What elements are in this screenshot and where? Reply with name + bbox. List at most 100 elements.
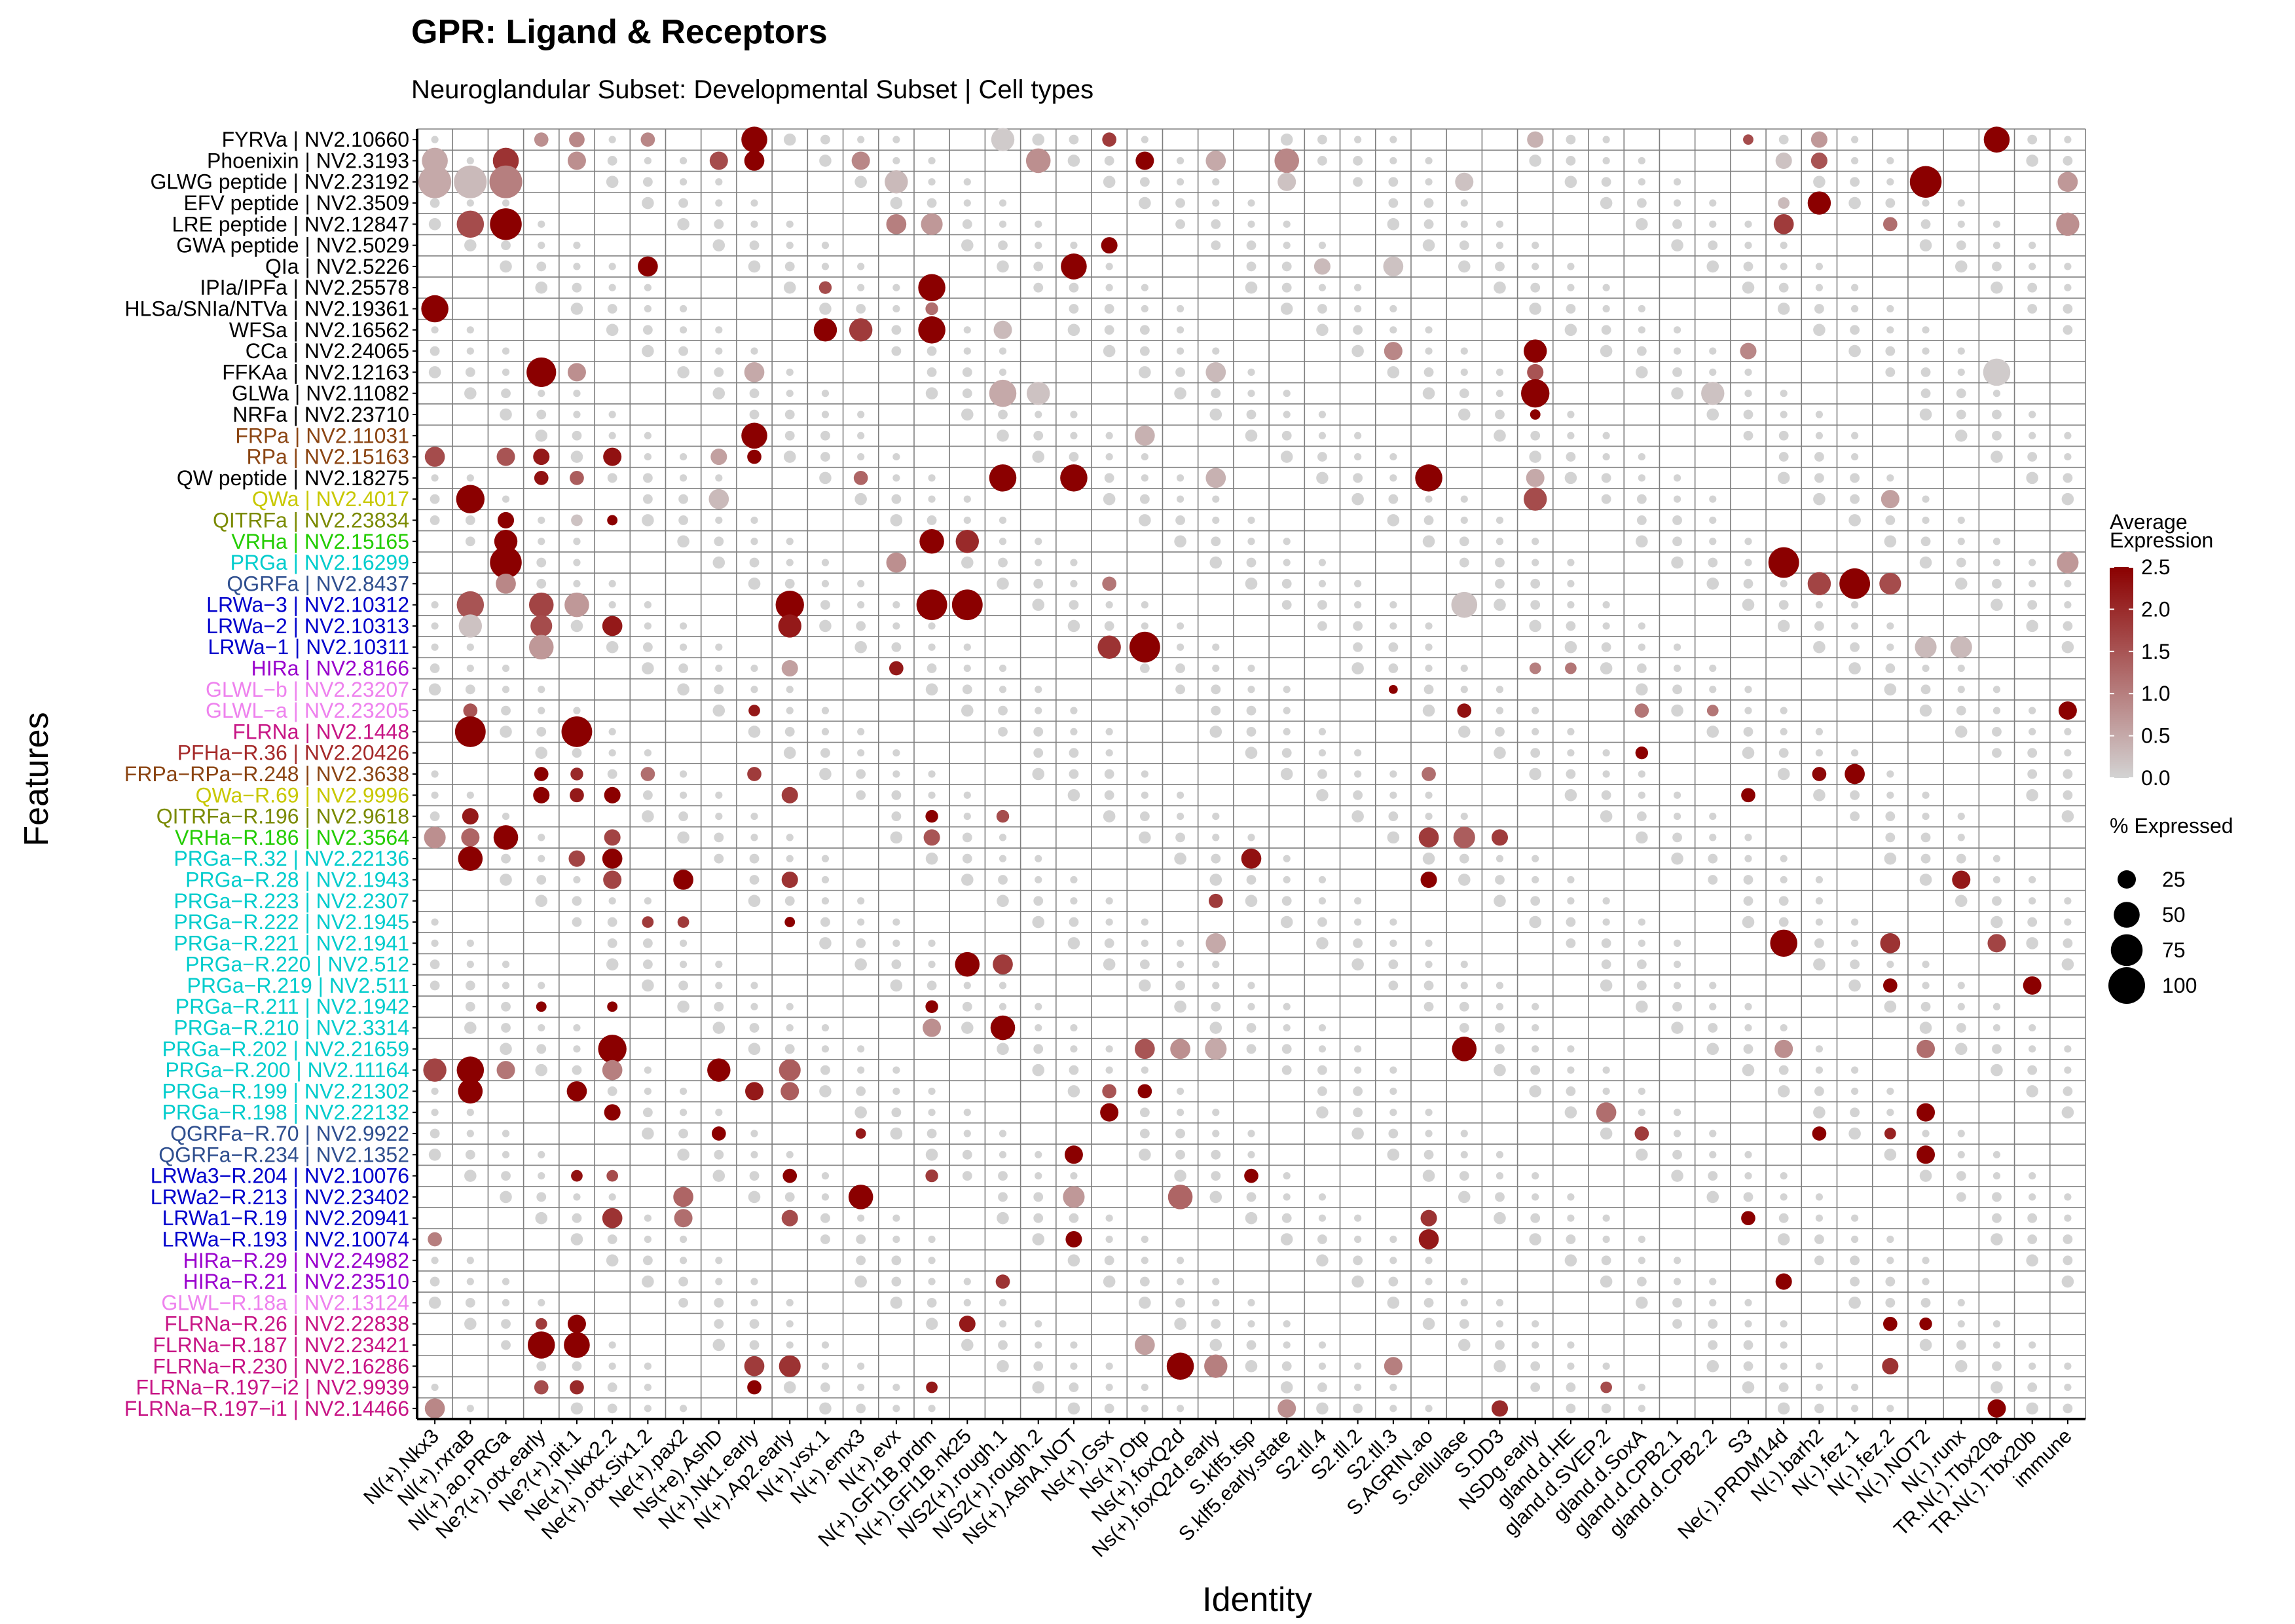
data-point	[1425, 643, 1433, 651]
data-point	[1922, 326, 1930, 334]
data-point	[538, 855, 545, 862]
y-tick-label: PRGa−R.223 | NV2.2307	[174, 889, 409, 913]
data-point	[1566, 1382, 1576, 1392]
data-point	[820, 134, 830, 145]
data-point	[1283, 220, 1291, 228]
data-point	[1141, 770, 1148, 778]
data-point	[567, 1314, 586, 1333]
data-point	[2029, 242, 2036, 249]
data-point	[1496, 982, 1504, 989]
data-point	[1529, 619, 1541, 633]
data-point	[1141, 601, 1148, 609]
data-point	[963, 326, 971, 334]
data-point	[750, 834, 758, 841]
data-point	[2026, 155, 2038, 167]
data-point	[1708, 875, 1718, 885]
data-point	[925, 302, 938, 316]
data-point	[1992, 748, 2002, 758]
data-point	[1139, 979, 1151, 992]
data-point	[1957, 1320, 1965, 1328]
data-point	[918, 316, 946, 344]
data-point	[1813, 1106, 1826, 1119]
data-point	[821, 876, 830, 884]
data-point	[1566, 452, 1576, 462]
data-point	[538, 516, 545, 525]
data-point	[570, 788, 584, 803]
data-point	[892, 770, 900, 778]
data-point	[1672, 1001, 1682, 1012]
data-point	[608, 284, 616, 291]
data-point	[1423, 198, 1434, 208]
data-point	[569, 132, 585, 148]
data-point	[2063, 938, 2073, 948]
data-point	[1991, 281, 2003, 294]
data-point	[466, 643, 474, 651]
data-point	[820, 430, 830, 441]
data-point	[573, 242, 581, 249]
data-point	[1886, 1109, 1894, 1116]
data-point	[892, 1087, 900, 1096]
data-point	[1460, 516, 1468, 525]
data-point	[1634, 1126, 1649, 1141]
data-point	[1389, 452, 1397, 461]
data-point	[1280, 303, 1293, 315]
data-point	[857, 728, 865, 736]
data-point	[928, 1087, 936, 1096]
data-point	[538, 1151, 545, 1158]
data-point	[892, 304, 900, 313]
data-point	[961, 1022, 974, 1034]
data-point	[1566, 1086, 1576, 1096]
data-point	[1280, 133, 1293, 146]
data-point	[1527, 131, 1544, 148]
data-point	[818, 281, 832, 294]
data-point	[1425, 939, 1433, 947]
data-point	[1955, 1043, 1968, 1056]
data-point	[1567, 284, 1575, 291]
data-point	[1035, 1320, 1042, 1328]
data-point	[892, 1214, 900, 1222]
y-tick-label: PRGa−R.28 | NV2.1943	[185, 868, 409, 891]
data-point	[464, 1318, 477, 1330]
data-point	[1992, 855, 2001, 862]
data-point	[1139, 1107, 1150, 1118]
data-point	[1673, 326, 1681, 334]
data-point	[1212, 664, 1220, 673]
data-point	[1247, 1130, 1255, 1137]
data-point	[465, 1001, 475, 1012]
data-point	[1601, 1403, 1611, 1414]
data-point	[1851, 1214, 1859, 1222]
data-point	[1708, 1023, 1718, 1033]
data-point	[538, 1172, 545, 1180]
data-point	[2026, 1085, 2038, 1098]
data-point	[536, 409, 547, 420]
data-point	[1069, 748, 1079, 758]
data-point	[1778, 748, 1789, 758]
data-point	[1351, 662, 1364, 674]
data-point	[1141, 1405, 1148, 1412]
data-point	[1353, 325, 1363, 335]
data-point	[2027, 600, 2038, 610]
size-legend-title: % Expressed	[2110, 814, 2233, 838]
y-tick-label: NRFa | NV2.23710	[232, 403, 409, 426]
data-point	[1743, 134, 1753, 145]
data-point	[1814, 1403, 1824, 1414]
data-point	[502, 199, 510, 207]
data-point	[538, 707, 545, 714]
data-point	[1850, 494, 1860, 504]
data-point	[1212, 643, 1220, 651]
data-point	[1778, 1065, 1789, 1075]
data-point	[1460, 961, 1468, 969]
data-point	[854, 175, 867, 189]
data-point	[424, 826, 446, 849]
data-point	[536, 875, 547, 885]
data-point	[1105, 284, 1113, 291]
data-point	[1992, 538, 2001, 545]
data-point	[963, 643, 971, 651]
data-point	[538, 834, 545, 841]
data-point	[1813, 492, 1826, 506]
data-point	[1070, 1024, 1078, 1032]
data-point	[2063, 1403, 2073, 1414]
data-point	[1452, 1037, 1477, 1061]
data-point	[892, 939, 900, 947]
data-point	[712, 387, 725, 399]
